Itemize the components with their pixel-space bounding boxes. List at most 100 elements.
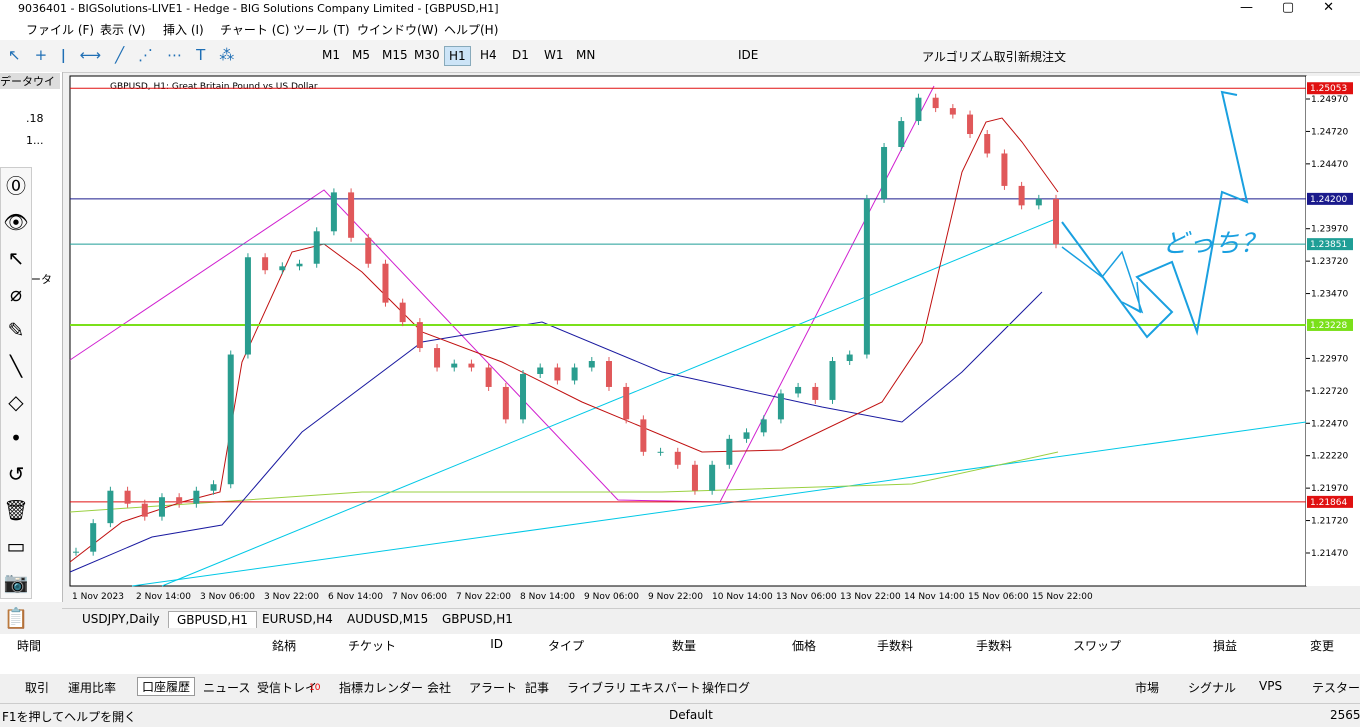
indicator-line: [69, 117, 1059, 563]
window-title: 9036401 - BIGSolutions-LIVE1 - Hedge - B…: [18, 2, 499, 15]
chart-title: GBPUSD, H1: Great Britain Pound vs US Do…: [110, 82, 318, 92]
x-tick-label: 3 Nov 22:00: [264, 592, 319, 602]
indicator-line: [161, 217, 1059, 587]
x-tick-label: 9 Nov 06:00: [584, 592, 639, 602]
level-label: 1.23851: [1310, 240, 1347, 250]
toolbar-button[interactable]: アルゴリズム取引: [922, 50, 1018, 64]
menu-bar: ファイル (F) 表示 (V) 挿入 (I) チャート (C) ツール (T) ウインドウ…: [0, 18, 1360, 40]
y-tick-label: 1.24970: [1311, 95, 1348, 105]
toolbox-tab[interactable]: アラート: [469, 681, 518, 695]
candle: [863, 198, 870, 355]
window-controls[interactable]: — ▢ ✕: [1240, 0, 1335, 15]
candle: [365, 237, 372, 264]
x-tick-label: 15 Nov 22:00: [1032, 592, 1093, 602]
panel-header: データウイ: [0, 73, 60, 89]
column-header: 時間: [17, 639, 42, 653]
menu-item[interactable]: ウインドウ(W): [357, 23, 439, 37]
x-tick-label: 7 Nov 22:00: [456, 592, 511, 602]
column-header: 手数料: [975, 639, 1012, 653]
chart-tab[interactable]: GBPUSD,H1: [442, 612, 513, 626]
icon-strip[interactable]: ↖+ǀ⟷╱⋰⋯T⁂: [8, 46, 249, 64]
toolbox-tab[interactable]: 指標カレンダー: [339, 681, 424, 695]
status-tab[interactable]: テスター: [1312, 681, 1360, 695]
inbox-badge: 10: [309, 683, 321, 693]
column-header: スワップ: [1073, 639, 1122, 653]
toolbox-tab[interactable]: 口座履歴: [137, 677, 196, 696]
panel-cell: .18: [26, 112, 44, 125]
candle: [846, 354, 853, 362]
candle: [640, 419, 647, 452]
candle: [313, 231, 320, 264]
candle: [967, 114, 974, 135]
column-header: タイプ: [548, 639, 585, 653]
candle: [210, 484, 217, 491]
candle: [812, 386, 819, 400]
side-panel: データウイ .18 1... ータ ⓪ 👁 ↖ ⌀ ✎ ╲ ◇ • ↺ 🗑 ▭ 📷 📋: [0, 72, 63, 630]
timeframe-button[interactable]: MN: [576, 48, 596, 62]
timeframe-button[interactable]: H1: [444, 46, 471, 66]
toolbar-button[interactable]: IDE: [738, 48, 759, 62]
timeframe-button[interactable]: D1: [512, 48, 529, 62]
status-ping: 2565.: [1330, 708, 1360, 722]
toolbox-tab[interactable]: 会社: [427, 681, 452, 695]
timeframe-button[interactable]: M5: [352, 48, 370, 62]
candle: [176, 497, 183, 504]
chart-tab[interactable]: EURUSD,H4: [262, 612, 333, 626]
candle: [262, 257, 269, 271]
indicator-line: [69, 451, 1059, 513]
candle: [760, 419, 767, 433]
status-tab[interactable]: 市場: [1135, 681, 1160, 695]
toolbox-tab[interactable]: 取引: [25, 681, 50, 695]
y-tick-label: 1.23970: [1311, 225, 1348, 235]
timeframe-button[interactable]: M15: [382, 48, 408, 62]
level-badge: [1307, 318, 1353, 331]
timeframe-button[interactable]: M1: [322, 48, 340, 62]
chart-tab[interactable]: USDJPY,Daily: [82, 612, 160, 626]
chart-tab[interactable]: AUDUSD,M15: [347, 612, 429, 626]
status-tab[interactable]: シグナル: [1188, 681, 1237, 695]
candle: [279, 266, 286, 271]
menu-item[interactable]: 表示 (V): [100, 23, 146, 37]
toolbox-tab[interactable]: 操作ログ: [702, 681, 751, 695]
candle: [434, 348, 441, 368]
level-badge: [1307, 495, 1353, 508]
toolbox-tab[interactable]: エキスパート: [629, 681, 701, 695]
menu-item[interactable]: 挿入 (I): [163, 23, 204, 37]
table-header: 時間 銘柄 チケット ID タイプ 数量 価格 手数料 手数料 スワップ 損益 変更: [0, 634, 1360, 657]
chart-tab[interactable]: GBPUSD,H1: [168, 611, 257, 628]
toolbox-tab[interactable]: 受信トレイ: [257, 681, 318, 695]
status-bar: F1を押してヘルプを開く Default 2565.: [0, 703, 1360, 727]
toolbox-tabs: 取引 運用比率 口座履歴 ニュース 受信トレイ 指標カレンダー 会社 アラート 記事 ライブラリエ…: [0, 676, 1360, 698]
candle: [657, 451, 664, 453]
toolbox-tab[interactable]: ライブラリ: [567, 681, 628, 695]
toolbar-button[interactable]: 新規注文: [1018, 50, 1067, 64]
toolbox-tab[interactable]: 運用比率: [68, 681, 117, 695]
timeframe-button[interactable]: H4: [480, 48, 497, 62]
toolbox-tab[interactable]: 記事: [525, 681, 550, 695]
indicator-line: [69, 85, 935, 503]
candle: [1035, 198, 1042, 206]
indicator-line: [1061, 90, 1249, 339]
table-body: [0, 656, 1360, 674]
candle: [1018, 185, 1025, 206]
candle: [881, 146, 888, 199]
menu-item[interactable]: ヘルプ(H): [444, 23, 499, 37]
candle: [416, 322, 423, 349]
menu-item[interactable]: ツール (T): [293, 23, 350, 37]
x-tick-label: 13 Nov 06:00: [776, 592, 837, 602]
toolbox-tab[interactable]: ニュース: [203, 681, 251, 695]
y-tick-label: 1.22970: [1311, 354, 1348, 364]
menu-item[interactable]: ファイル (F): [26, 23, 95, 37]
menu-item[interactable]: チャート (C): [220, 23, 290, 37]
y-tick-label: 1.23720: [1311, 257, 1348, 267]
x-tick-label: 7 Nov 06:00: [392, 592, 447, 602]
candle: [674, 451, 681, 465]
annotation: どっち？: [1162, 229, 1266, 259]
status-tab[interactable]: VPS: [1259, 679, 1283, 693]
candle: [588, 361, 595, 368]
candle: [348, 192, 355, 238]
candle: [244, 257, 251, 355]
candle: [227, 354, 234, 485]
timeframe-button[interactable]: W1: [544, 48, 564, 62]
timeframe-button[interactable]: M30: [414, 48, 440, 62]
